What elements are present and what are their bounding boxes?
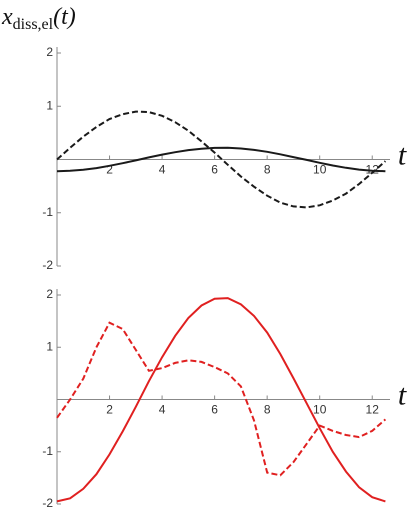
x-tick-label: 2 [106, 403, 113, 417]
x-tick-label: 4 [159, 163, 166, 177]
x-tick-label: 4 [159, 403, 166, 417]
y-tick-label: 1 [46, 339, 53, 353]
x-tick-label: 6 [211, 163, 218, 177]
y-tick-label: 1 [46, 98, 53, 112]
y-tick-label: -1 [42, 205, 53, 219]
y-tick-label: -2 [42, 258, 53, 272]
y-label-sub: diss,el [13, 16, 54, 33]
x-tick-label: 10 [313, 163, 327, 177]
x-axis-label: t [398, 378, 407, 411]
x-tick-label: 12 [366, 163, 380, 177]
x-tick-label: 10 [313, 403, 327, 417]
series-line [56, 146, 386, 173]
x-tick-label: 8 [264, 403, 271, 417]
series-line [56, 297, 386, 503]
y-tick-label: 2 [46, 45, 53, 59]
x-axis-label: t [398, 138, 407, 171]
x-tick-label: 2 [106, 163, 113, 177]
x-tick-label: 6 [211, 403, 218, 417]
y-tick-label: 2 [46, 287, 53, 301]
y-tick-label: -2 [42, 496, 53, 510]
y-label-base: x [1, 4, 13, 30]
y-axis-label: xdiss,el(t) [1, 4, 76, 33]
series-line [56, 321, 387, 477]
x-tick-label: 12 [366, 403, 380, 417]
y-tick-label: -1 [42, 444, 53, 458]
x-tick-label: 8 [264, 163, 271, 177]
y-label-arg: (t) [53, 4, 76, 30]
series-line [56, 110, 387, 209]
